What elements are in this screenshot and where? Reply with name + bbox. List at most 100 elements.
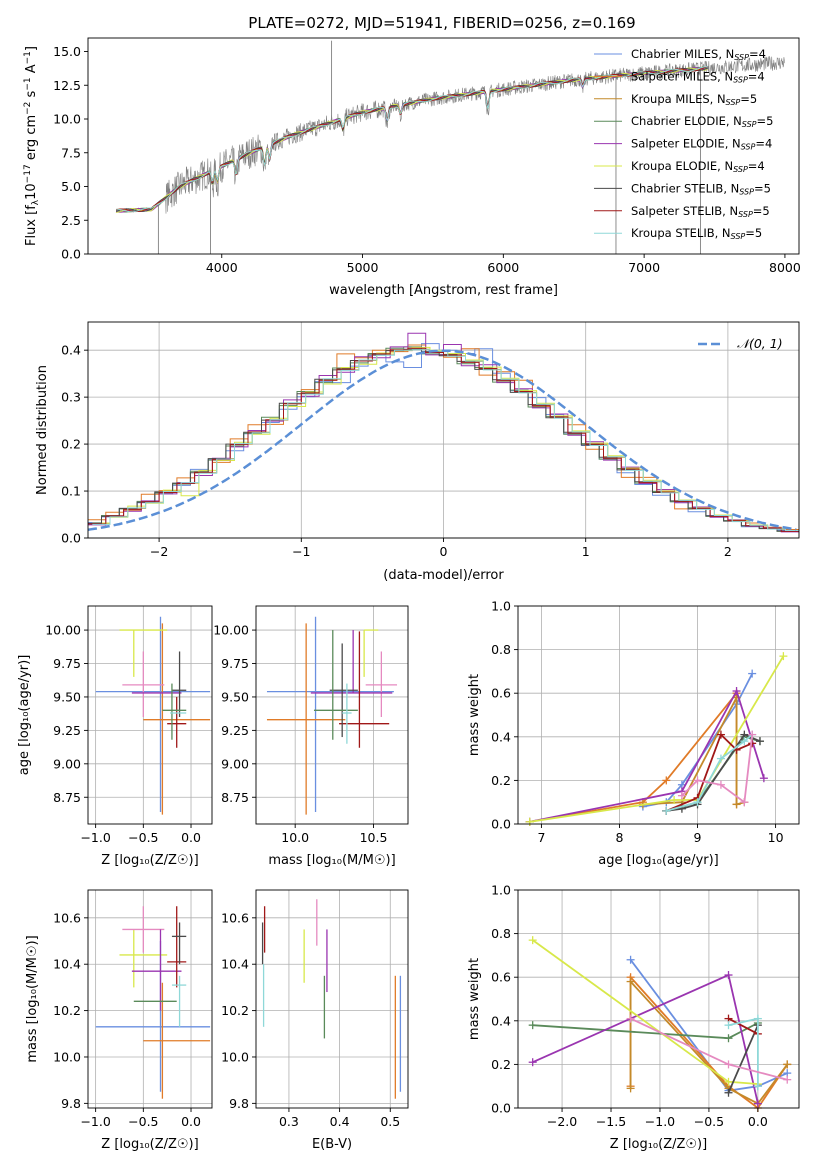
- mass-vs-EBV-panel: 0.3 0.4 0.5 9.8 10.0 10.2 10.4 10.6 E(B-V): [221, 889, 409, 1152]
- axes-frame: [517, 605, 800, 825]
- y-tick-label: 10.4: [221, 957, 249, 972]
- x-tick-label: 6000: [487, 260, 519, 275]
- y-axis-label: Normed distribution: [35, 365, 50, 495]
- y-tick-label: 9.00: [221, 756, 249, 771]
- x-tick-label: 0.5: [380, 1114, 400, 1129]
- age-vs-mass-panel: 10.0 10.5 8.75 9.00 9.25 9.50 9.75 10.00 mass [l…: [213, 605, 409, 868]
- y-label-part: −1: [23, 77, 33, 90]
- x-axis-label: age [log₁₀(age/yr)]: [598, 853, 719, 868]
- y-tick-label: 9.8: [229, 1096, 249, 1111]
- residual-hist-line: [92, 349, 799, 531]
- y-label-part: s: [24, 90, 39, 101]
- legend-tail: =5: [757, 114, 774, 128]
- legend-base: Salpeter ELODIE, N: [631, 137, 741, 151]
- legend-base: Salpeter MILES, N: [631, 69, 733, 83]
- y-tick-label: 10.2: [221, 1003, 249, 1018]
- y-tick-label: 5.0: [61, 179, 81, 194]
- x-tick-label: 0.0: [748, 1114, 768, 1129]
- y-tick-label: 10.0: [53, 1049, 81, 1064]
- axes-frame: [255, 889, 409, 1109]
- x-tick-label: −2.0: [547, 1114, 577, 1129]
- x-tick-label: 1: [582, 544, 590, 559]
- x-axis-label: E(B-V): [312, 1137, 352, 1152]
- x-tick-label: 10.0: [281, 830, 309, 845]
- x-tick-label: −1.5: [596, 1114, 626, 1129]
- legend-tail: =5: [745, 226, 762, 240]
- x-tick-label: 4000: [206, 260, 238, 275]
- x-tick-label: 0.3: [279, 1114, 299, 1129]
- x-tick-label: 8: [615, 830, 623, 845]
- legend-sub: SSP: [733, 165, 748, 174]
- y-tick-label: 12.5: [53, 78, 81, 93]
- y-tick-label: 0.6: [491, 970, 511, 985]
- axes-frame: [87, 37, 800, 255]
- y-tick-label: 10.4: [53, 957, 81, 972]
- legend-base: Chabrier ELODIE, N: [631, 114, 742, 128]
- y-tick-label: 10.6: [221, 910, 249, 925]
- legend-sub: SSP: [731, 232, 746, 241]
- legend-label: Chabrier ELODIE, NSSP=5: [631, 114, 773, 129]
- age-vs-Z-panel: −1.0 −0.5 0.0 8.75 9.00 9.25 9.50 9.75 10.00 Z [l…: [17, 605, 213, 868]
- legend-base: Kroupa MILES, N: [631, 92, 726, 106]
- residual-hist-line: [88, 347, 799, 532]
- y-axis-label: mass weight: [467, 674, 482, 756]
- y-tick-label: 10.0: [221, 1049, 249, 1064]
- y-label-part: erg cm: [24, 115, 39, 164]
- x-tick-label: 0: [440, 544, 448, 559]
- legend-label: Kroupa MILES, NSSP=5: [631, 92, 757, 107]
- legend-tail: =4: [755, 137, 772, 151]
- x-tick-label: 8000: [769, 260, 801, 275]
- y-tick-label: 9.50: [221, 689, 249, 704]
- y-tick-label: 0.6: [491, 686, 511, 701]
- x-tick-label: 0.0: [181, 830, 201, 845]
- spectrum-panel: 4000 5000 6000 7000 8000 0.0 2.5 5.0 7.5 10.0 12.5…: [23, 37, 801, 298]
- residual-panel: −2 −1 0 1 2 0.0 0.1 0.2 0.3 0.4 (data-model)/error…: [35, 321, 800, 583]
- legend-label: Chabrier MILES, NSSP=4: [631, 47, 766, 62]
- y-label-part: ]: [24, 46, 39, 51]
- legend-base: Kroupa STELIB, N: [631, 226, 731, 240]
- legend-label: Kroupa STELIB, NSSP=5: [631, 226, 762, 241]
- legend-tail: =5: [740, 92, 757, 106]
- legend-label: Salpeter STELIB, NSSP=5: [631, 204, 770, 219]
- x-tick-label: −1: [292, 544, 310, 559]
- legend-label: Salpeter MILES, NSSP=4: [631, 69, 765, 84]
- x-tick-label: −1.0: [645, 1114, 675, 1129]
- x-axis-label: wavelength [Angstrom, rest frame]: [329, 283, 558, 298]
- legend-label: Chabrier STELIB, NSSP=5: [631, 181, 771, 196]
- legend-tail: =5: [753, 204, 770, 218]
- legend-sub: SSP: [742, 120, 757, 129]
- y-tick-label: 2.5: [61, 213, 81, 228]
- y-label-part: 10: [24, 183, 39, 200]
- y-tick-label: 0.8: [491, 926, 511, 941]
- normal-curve: [88, 349, 797, 532]
- y-tick-label: 15.0: [53, 44, 81, 59]
- y-tick-label: 0.0: [61, 247, 81, 262]
- x-tick-label: 10: [768, 830, 784, 845]
- y-tick-label: 0.3: [61, 390, 81, 405]
- y-axis-label: mass [log₁₀(M/M☉)]: [25, 935, 40, 1062]
- x-axis-label: (data-model)/error: [383, 568, 504, 583]
- x-tick-label: 0.4: [330, 1114, 350, 1129]
- panels: 4000 5000 6000 7000 80000.02.55.07.510.012.5…: [17, 37, 801, 1152]
- axes-frame: [87, 889, 213, 1109]
- y-label-part: −2: [23, 102, 33, 115]
- legend-tail: =4: [749, 47, 766, 61]
- y-tick-label: 10.00: [213, 623, 249, 638]
- y-tick-label: 9.25: [221, 723, 249, 738]
- y-label-part: A: [24, 64, 39, 77]
- x-tick-label: −0.5: [128, 830, 158, 845]
- x-axis-label: Z [log₁₀(Z/Z☉)]: [101, 1137, 198, 1152]
- legend-base: Chabrier STELIB, N: [631, 181, 739, 195]
- x-tick-label: 9: [694, 830, 702, 845]
- y-tick-label: 0.4: [491, 729, 511, 744]
- y-axis-label: age [log₁₀(age/yr)]: [17, 655, 32, 776]
- y-label-part: −1: [23, 51, 33, 64]
- weight-line: [629, 959, 788, 1092]
- legend-label: Salpeter ELODIE, NSSP=4: [631, 137, 772, 152]
- x-tick-label: −1.0: [80, 830, 110, 845]
- y-tick-label: 9.75: [53, 656, 81, 671]
- y-tick-label: 1.0: [491, 599, 511, 614]
